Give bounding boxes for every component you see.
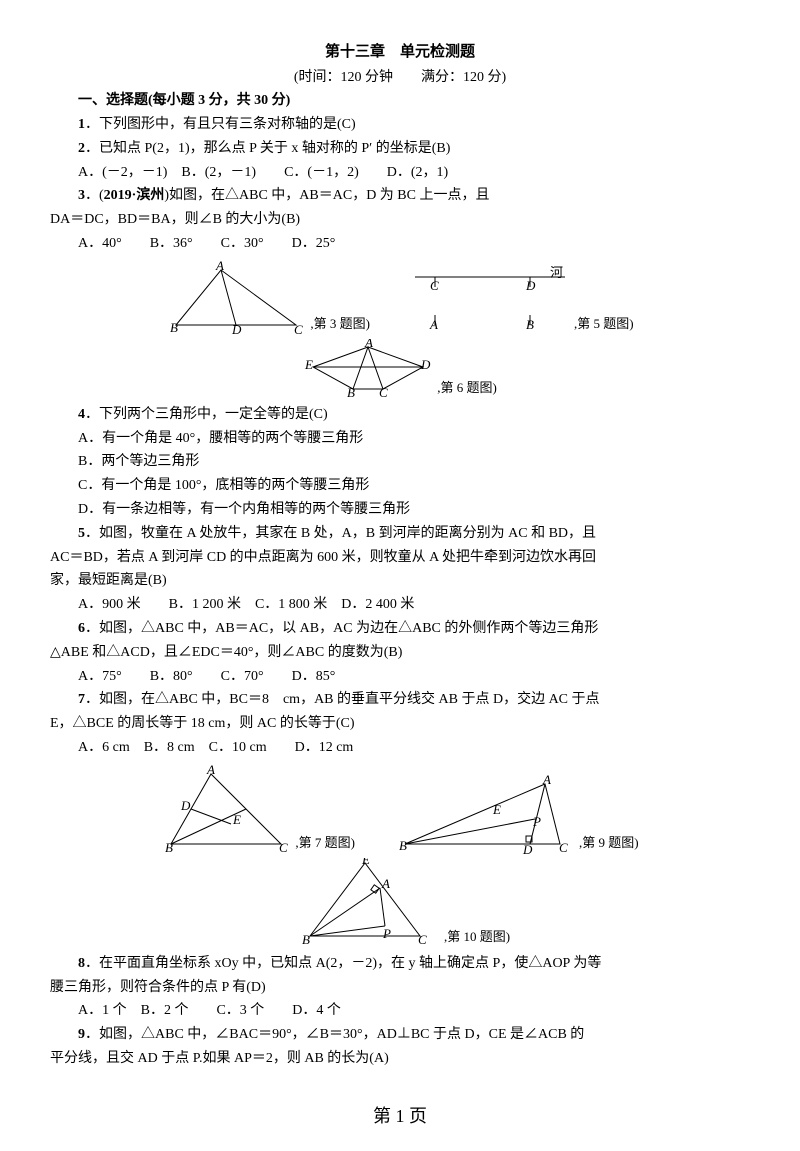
question-2: 2．已知点 P(2，1)，那么点 P 关于 x 轴对称的 P′ 的坐标是(B) [50,137,750,161]
figure-row-3: A D E B C ,第 7 题图) A E P B D C [50,764,750,854]
q1-num: 1 [78,117,85,132]
svg-text:B: B [165,840,173,854]
svg-text:D: D [180,798,191,813]
q3-year: 2019·滨州 [104,188,165,203]
q3-post: )如图，在△ABC 中，AB＝AC，D 为 BC 上一点，且 [164,188,489,203]
q7-l1: ．如图，在△ABC 中，BC＝8 cm，AB 的垂直平分线交 AB 于点 D，交… [85,692,600,707]
q9-num: 9 [78,1027,85,1042]
svg-text:A: A [381,876,390,891]
q5-options: A．900 米 B．1 200 米 C．1 800 米 D．2 400 米 [50,593,750,617]
figure-row-4: E A B P C ,第 10 题图) [50,858,750,948]
svg-text:E: E [232,812,241,827]
q6-options: A．75° B．80° C．70° D．85° [50,665,750,689]
q6-l1: ．如图，△ABC 中，AB＝AC，以 AB，AC 为边在△ABC 的外侧作两个等… [85,621,598,636]
question-9-l1: 9．如图，△ABC 中，∠BAC＝90°，∠B＝30°，AD⊥BC 于点 D，C… [50,1023,750,1047]
q8-options: A．1 个 B．2 个 C．3 个 D．4 个 [50,999,750,1023]
svg-text:A: A [429,317,438,332]
question-5-l3: 家，最短距离是(B) [50,569,750,593]
question-5-l2: AC＝BD，若点 A 到河岸 CD 的中点距离为 600 米，则牧童从 A 处把… [50,546,750,570]
q5-num: 5 [78,526,85,541]
page-subtitle: (时间：120 分钟 满分：120 分) [50,66,750,90]
svg-text:C: C [279,840,288,854]
svg-text:C: C [294,322,303,335]
figure-row-2: A E D B C ,第 6 题图) [50,339,750,399]
svg-text:A: A [206,764,215,777]
svg-text:B: B [302,932,310,947]
river-label: 河 [550,265,563,280]
question-4: 4．下列两个三角形中，一定全等的是(C) [50,403,750,427]
q4-a: A．有一个角是 40°，腰相等的两个等腰三角形 [50,427,750,451]
svg-text:E: E [304,357,313,372]
q4-num: 4 [78,407,85,422]
q7-num: 7 [78,692,85,707]
question-7-l1: 7．如图，在△ABC 中，BC＝8 cm，AB 的垂直平分线交 AB 于点 D，… [50,688,750,712]
svg-text:C: C [379,385,388,399]
question-7-l2: E，△BCE 的周长等于 18 cm，则 AC 的长等于(C) [50,712,750,736]
svg-text:A: A [364,339,373,350]
q4-d: D．有一条边相等，有一个内角相等的两个等腰三角形 [50,498,750,522]
q6-num: 6 [78,621,85,636]
figure-9: A E P B D C ,第 9 题图) [395,774,639,854]
q2-num: 2 [78,141,85,156]
svg-text:D: D [420,357,431,372]
question-8-l2: 腰三角形，则符合条件的点 P 有(D) [50,976,750,1000]
figure-5-label: ,第 5 题图) [574,313,634,335]
question-1: 1．下列图形中，有且只有三条对称轴的是(C) [50,113,750,137]
question-6-l2: △ABE 和△ACD，且∠EDC＝40°，则∠ABC 的度数为(B) [50,641,750,665]
question-3-line2: DA＝DC，BD＝BA，则∠B 的大小为(B) [50,208,750,232]
figure-6-label: ,第 6 题图) [437,377,497,399]
q3-options: A．40° B．36° C．30° D．25° [50,232,750,256]
svg-text:B: B [526,317,534,332]
svg-text:C: C [430,278,439,293]
q4-c: C．有一个角是 100°，底相等的两个等腰三角形 [50,474,750,498]
figure-10: E A B P C ,第 10 题图) [290,858,510,948]
svg-text:P: P [382,926,391,941]
svg-text:E: E [492,802,501,817]
q8-num: 8 [78,956,85,971]
q2-options: A．(－2，－1) B．(2，－1) C．(－1，2) D．(2，1) [50,161,750,185]
svg-text:C: C [559,840,568,854]
section-1-heading: 一、选择题(每小题 3 分，共 30 分) [50,89,750,113]
svg-text:P: P [532,814,541,829]
q9-l1: ．如图，△ABC 中，∠BAC＝90°，∠B＝30°，AD⊥BC 于点 D，CE… [85,1027,584,1042]
q8-l1: ．在平面直角坐标系 xOy 中，已知点 A(2，－2)，在 y 轴上确定点 P，… [85,956,601,971]
q4-text: ．下列两个三角形中，一定全等的是(C) [85,407,328,422]
figure-10-label: ,第 10 题图) [444,926,510,948]
svg-text:B: B [347,385,355,399]
svg-text:B: B [170,320,178,335]
question-5-l1: 5．如图，牧童在 A 处放牛，其家在 B 处，A，B 到河岸的距离分别为 AC … [50,522,750,546]
question-8-l1: 8．在平面直角坐标系 xOy 中，已知点 A(2，－2)，在 y 轴上确定点 P… [50,952,750,976]
figure-5: C D A B 河 ,第 5 题图) [410,265,634,335]
q3-pre: ．( [85,188,104,203]
q2-text: ．已知点 P(2，1)，那么点 P 关于 x 轴对称的 P′ 的坐标是(B) [85,141,450,156]
figure-9-label: ,第 9 题图) [579,832,639,854]
q4-b: B．两个等边三角形 [50,450,750,474]
question-9-l2: 平分线，且交 AD 于点 P.如果 AP＝2，则 AB 的长为(A) [50,1047,750,1071]
svg-text:C: C [418,932,427,947]
figure-3-label: ,第 3 题图) [310,313,370,335]
svg-text:D: D [231,322,242,335]
page-title: 第十三章 单元检测题 [50,40,750,66]
svg-text:D: D [522,842,533,854]
figure-7: A D E B C ,第 7 题图) [161,764,355,854]
svg-text:E: E [361,858,370,867]
question-3-line1: 3．(2019·滨州)如图，在△ABC 中，AB＝AC，D 为 BC 上一点，且 [50,184,750,208]
figure-3: A B D C ,第 3 题图) [166,260,370,335]
q3-num: 3 [78,188,85,203]
q1-text: ．下列图形中，有且只有三条对称轴的是(C) [85,117,356,132]
svg-text:A: A [542,774,551,787]
page-footer: 第 1 页 [50,1101,750,1132]
figure-row-1: A B D C ,第 3 题图) C D A B 河 ,第 [50,260,750,335]
q5-l1: ．如图，牧童在 A 处放牛，其家在 B 处，A，B 到河岸的距离分别为 AC 和… [85,526,596,541]
figure-7-label: ,第 7 题图) [295,832,355,854]
svg-text:B: B [399,838,407,853]
svg-text:D: D [525,278,536,293]
svg-text:A: A [215,260,224,273]
q7-options: A．6 cm B．8 cm C．10 cm D．12 cm [50,736,750,760]
question-6-l1: 6．如图，△ABC 中，AB＝AC，以 AB，AC 为边在△ABC 的外侧作两个… [50,617,750,641]
figure-6: A E D B C ,第 6 题图) [303,339,497,399]
